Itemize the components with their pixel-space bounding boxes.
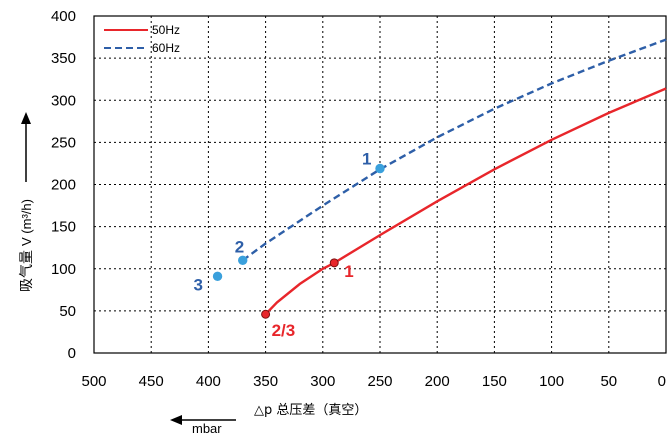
data-point	[212, 271, 223, 282]
data-point	[261, 309, 271, 319]
x-unit-arrow-head	[170, 415, 182, 425]
x-tick-label: 100	[539, 373, 564, 390]
tick-labels: 500 450 400 350 300 250 200 150 100 50 00501001502…	[51, 8, 666, 390]
plot-frame	[93, 15, 667, 354]
y-tick-label: 200	[51, 177, 76, 194]
legend-label-60hz: 60Hz	[152, 41, 180, 55]
data-point-label: 3	[194, 275, 203, 294]
data-point	[375, 163, 385, 174]
x-tick-label: 150	[482, 373, 507, 390]
y-tick-label: 150	[51, 219, 76, 236]
y-tick-label: 350	[51, 50, 76, 67]
y-tick-label: 100	[51, 261, 76, 278]
x-unit-label: mbar	[192, 421, 222, 436]
data-point-label: 1	[362, 149, 371, 168]
x-unit-indicator: mbar	[170, 415, 236, 436]
y-axis-title: 吸气量 V (m³/h)	[19, 112, 35, 292]
x-axis-label: △p 总压差（真空）	[254, 403, 367, 418]
data-point	[238, 255, 248, 266]
data-point-label: 2	[235, 237, 244, 256]
x-tick-label: 500	[81, 373, 106, 390]
y-tick-label: 50	[59, 303, 76, 320]
data-point-label: 2/3	[272, 321, 296, 340]
data-points: 1 2/3 1 2 3	[194, 149, 385, 340]
grid	[94, 16, 666, 353]
y-tick-label: 300	[51, 92, 76, 109]
legend-label-50hz: 50Hz	[152, 23, 180, 37]
series	[241, 38, 667, 316]
y-tick-label: 0	[68, 345, 76, 362]
y-axis-label: V (m³/h)	[19, 199, 34, 246]
y-tick-label: 400	[51, 8, 76, 25]
y-axis-label-cjk: 吸气量	[19, 250, 35, 292]
x-tick-label: 450	[139, 373, 164, 390]
y-axis-arrow-head	[21, 112, 31, 124]
x-tick-label: 200	[425, 373, 450, 390]
x-tick-label: 400	[196, 373, 221, 390]
x-tick-label: 250	[367, 373, 392, 390]
x-tick-label: 0	[658, 373, 666, 390]
series-line-50hz	[264, 87, 667, 316]
x-tick-label: 350	[253, 373, 278, 390]
series-line-60hz	[241, 38, 667, 262]
legend: 50Hz 60Hz	[104, 23, 180, 55]
x-tick-label: 50	[600, 373, 617, 390]
data-point	[329, 258, 339, 268]
data-point-label: 1	[344, 262, 353, 281]
y-tick-label: 250	[51, 134, 76, 151]
x-tick-label: 300	[310, 373, 335, 390]
